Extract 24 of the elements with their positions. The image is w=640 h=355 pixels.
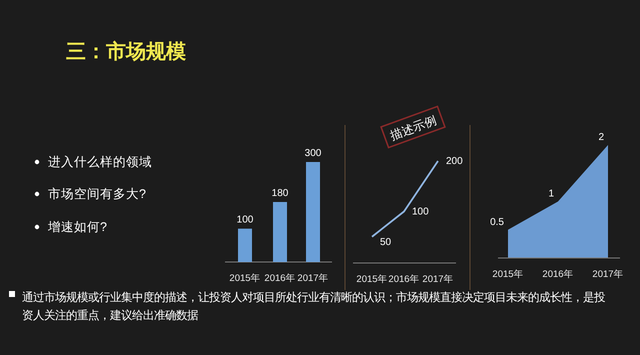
x-tick-label: 2016年 bbox=[264, 272, 296, 284]
x-tick-label: 2015年 bbox=[356, 273, 388, 285]
x-tick-label: 2015年 bbox=[229, 272, 261, 284]
text: 通过市场规模或行业集中度的描述，让投资人对项目所处行业有清晰的认识；市场规模直接决定项目未来的成长性，是投资人关注的重点，建议给出准确数据 bbox=[22, 291, 605, 322]
text: 增速如何? bbox=[47, 220, 107, 234]
data-label: 100 bbox=[236, 214, 254, 226]
data-label: 200 bbox=[446, 156, 464, 167]
x-tick-label: 2016年 bbox=[542, 268, 574, 280]
x-tick-label: 2015年 bbox=[492, 268, 524, 280]
stamp: 描述示例 bbox=[380, 105, 446, 149]
data-label: 300 bbox=[304, 148, 322, 159]
text: 三：市场规模 bbox=[66, 40, 186, 63]
data-label: 180 bbox=[272, 188, 289, 199]
data-label: 1 bbox=[548, 188, 554, 200]
x-tick-label: 2017年 bbox=[297, 272, 329, 284]
x-tick-label: 2017年 bbox=[422, 273, 454, 285]
data-label: 0.5 bbox=[490, 216, 504, 228]
x-tick-label: 2017年 bbox=[592, 268, 624, 280]
text: 市场空间有多大? bbox=[48, 187, 146, 201]
data-label: 100 bbox=[412, 206, 430, 218]
data-label: 50 bbox=[380, 236, 392, 248]
x-tick-label: 2016年 bbox=[388, 273, 420, 285]
text: 进入什么样的领域 bbox=[48, 155, 152, 169]
data-label: 2 bbox=[598, 132, 604, 143]
